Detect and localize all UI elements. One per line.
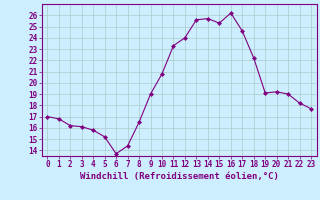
X-axis label: Windchill (Refroidissement éolien,°C): Windchill (Refroidissement éolien,°C) [80,172,279,181]
